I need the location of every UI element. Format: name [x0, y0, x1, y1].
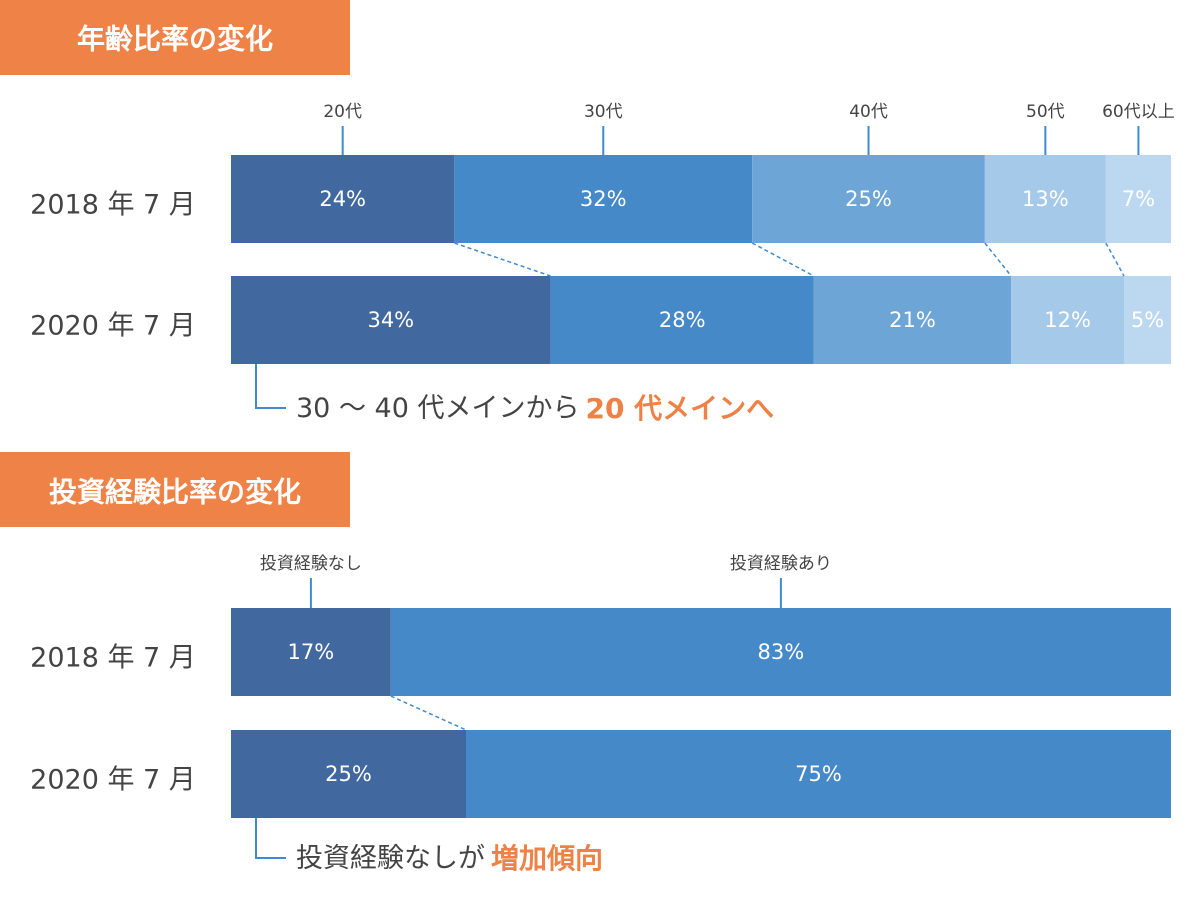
- data-label: 21%: [889, 308, 936, 332]
- boundary-connector: [984, 242, 1012, 277]
- bar-segment: [1124, 276, 1171, 364]
- data-label: 24%: [319, 187, 366, 211]
- data-label: 13%: [1022, 187, 1069, 211]
- bar-segment: [1011, 276, 1124, 364]
- category-label: 50代: [1026, 102, 1065, 122]
- category-label: 投資経験なし: [260, 554, 362, 574]
- bar-segment: [454, 155, 753, 243]
- bar-segment: [813, 276, 1012, 364]
- chart-1: 年齢比率の変化 2018 年 7 月 24% 32% 25% 13% 7% 2020 年 7 …: [0, 0, 1175, 425]
- row-label: 2020 年 7 月: [30, 765, 196, 796]
- data-label: 25%: [845, 187, 892, 211]
- note-hook: [255, 818, 286, 859]
- bar-segment: [390, 608, 1171, 696]
- bar-segment: [550, 276, 814, 364]
- note-highlight: 増加傾向: [491, 842, 603, 875]
- boundary-connector: [751, 242, 815, 277]
- chart-title: 年齢比率の変化: [77, 23, 273, 56]
- data-label: 17%: [288, 640, 335, 664]
- row-label: 2018 年 7 月: [30, 190, 196, 221]
- note: 投資経験なしが 増加傾向: [296, 842, 603, 875]
- category-label: 投資経験あり: [730, 554, 832, 574]
- category-label: 40代: [849, 102, 888, 122]
- chart-2: 投資経験比率の変化 2018 年 7 月 17% 83% 2020 年 7 月 25% 75…: [0, 452, 1171, 875]
- category-label: 60代以上: [1102, 102, 1175, 122]
- data-label: 83%: [758, 640, 805, 664]
- data-label: 25%: [325, 762, 372, 786]
- note: 30 〜 40 代メインから 20 代メインへ: [296, 392, 774, 425]
- data-label: 28%: [659, 308, 706, 332]
- note-highlight: 20 代メインへ: [585, 392, 774, 425]
- data-label: 12%: [1044, 308, 1091, 332]
- row-label: 2020 年 7 月: [30, 311, 196, 342]
- category-label: 30代: [584, 102, 623, 122]
- section-header: [0, 452, 350, 527]
- note-hook: [255, 364, 286, 409]
- bar-segment: [231, 155, 455, 243]
- data-label: 75%: [795, 762, 842, 786]
- data-label: 32%: [580, 187, 627, 211]
- bar-segment: [984, 155, 1106, 243]
- bar-segment: [231, 730, 466, 818]
- data-label: 7%: [1122, 187, 1155, 211]
- bar-segment: [752, 155, 985, 243]
- boundary-connector: [454, 242, 551, 277]
- boundary-connector: [1105, 242, 1125, 277]
- boundary-connector: [390, 695, 467, 731]
- bar-segment: [466, 730, 1171, 818]
- category-label: 20代: [323, 102, 362, 122]
- bar-segment: [231, 276, 551, 364]
- note-text: 投資経験なしが: [296, 843, 485, 874]
- note-text: 30 〜 40 代メインから: [296, 393, 579, 424]
- row-label: 2018 年 7 月: [30, 643, 196, 674]
- bar-segment: [1105, 155, 1171, 243]
- data-label: 5%: [1131, 308, 1164, 332]
- chart-title: 投資経験比率の変化: [49, 476, 301, 509]
- bar-segment: [231, 608, 391, 696]
- section-header: [0, 0, 350, 75]
- data-label: 34%: [367, 308, 414, 332]
